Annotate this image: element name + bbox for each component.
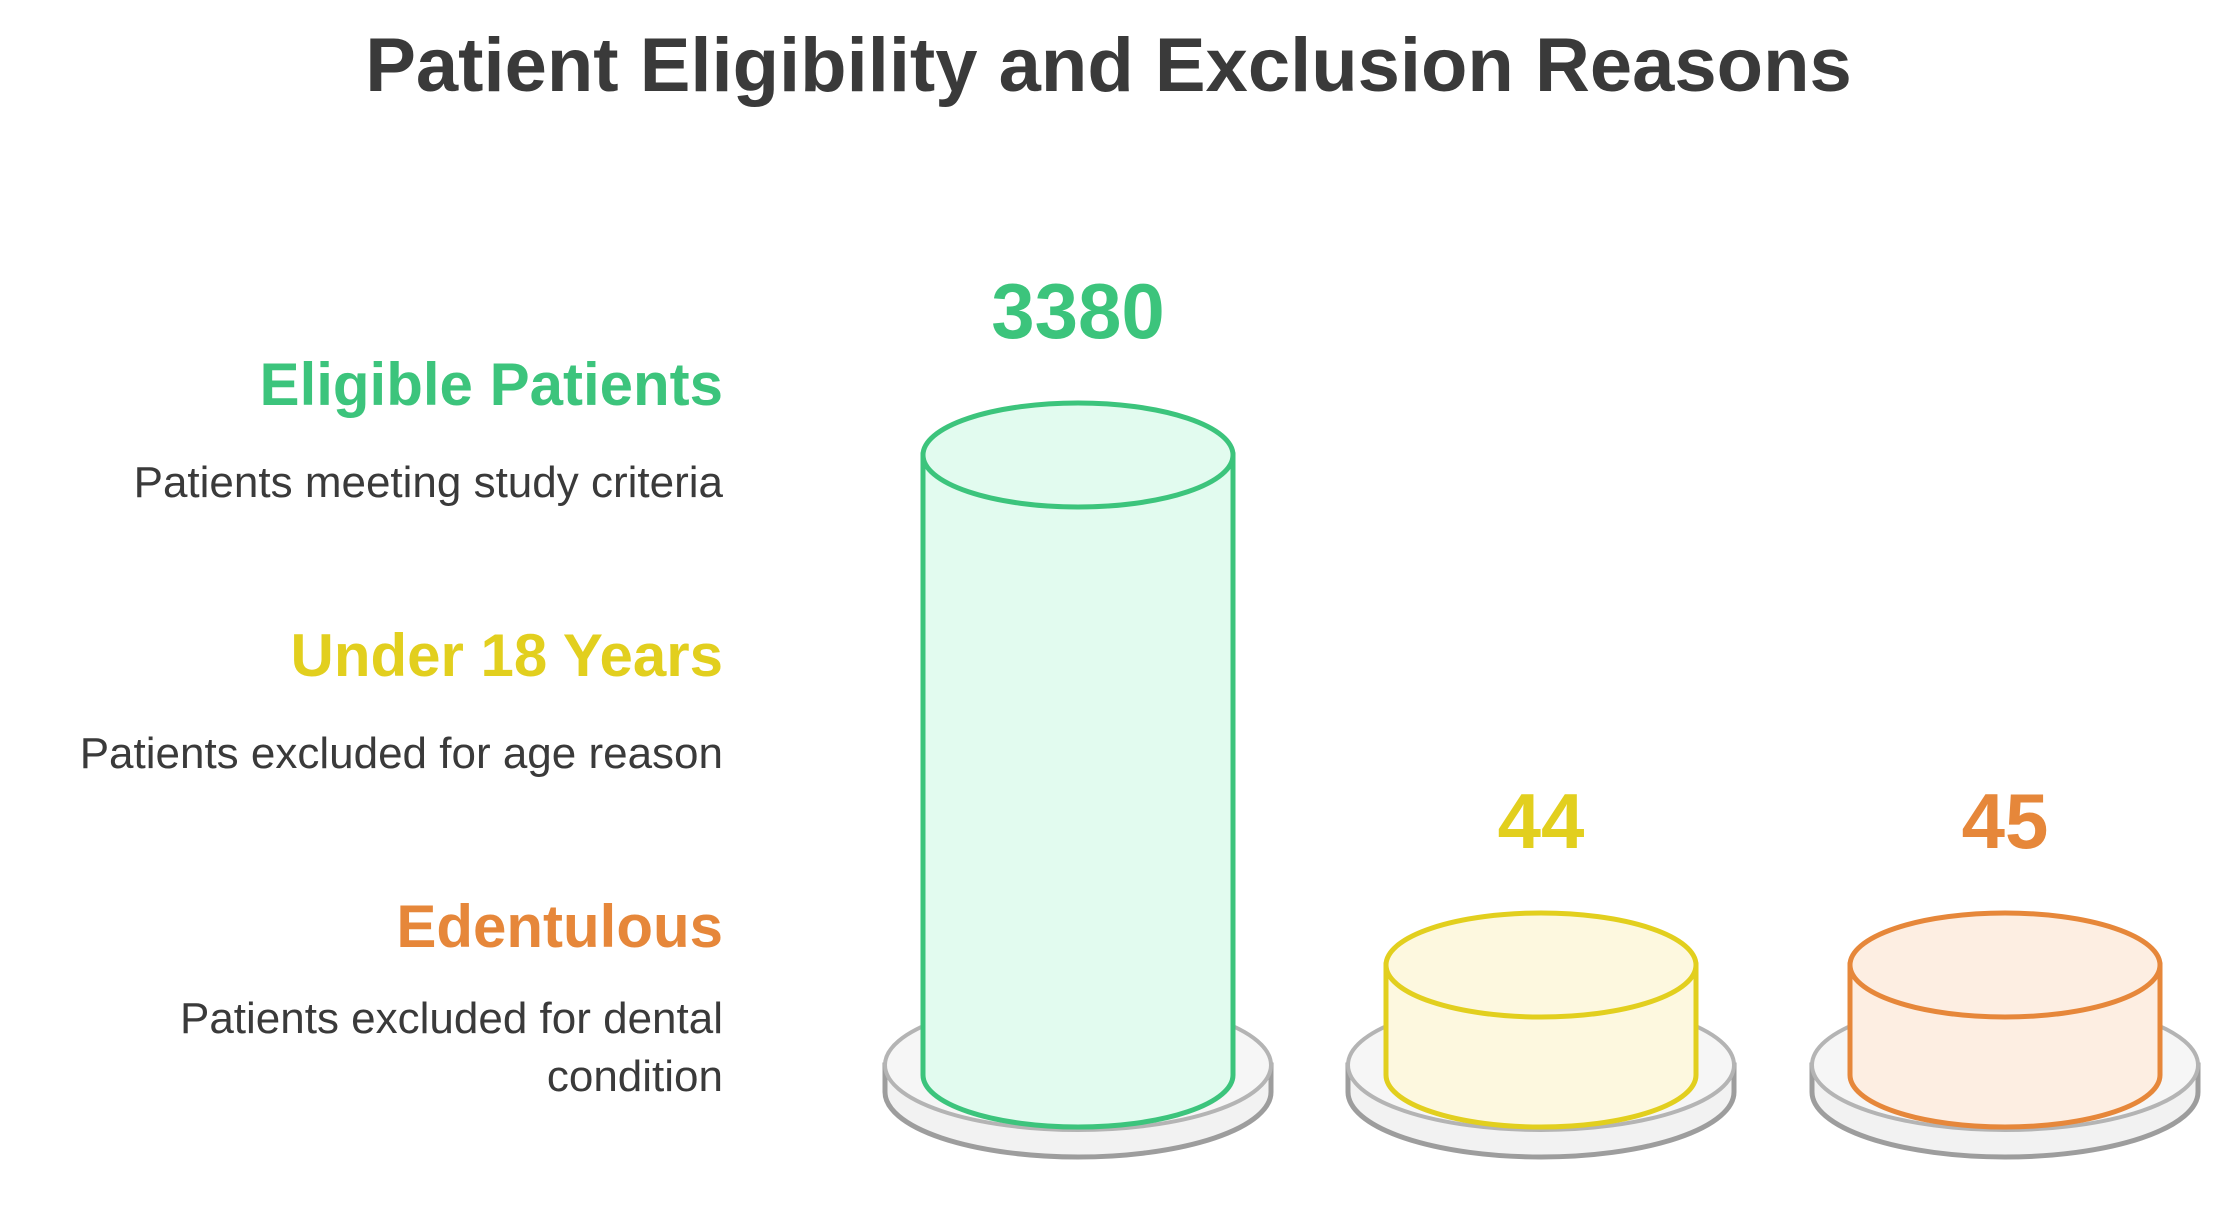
legend-label-edentulous: Edentulous [396,893,723,960]
legend-desc-under-18: Patients excluded for age reason [79,729,723,778]
chart-title: Patient Eligibility and Exclusion Reason… [365,23,1852,108]
bar-3 [1847,910,2163,1130]
bar-group-1: 3380 [882,267,1274,1160]
data-label-1: 3380 [991,267,1165,355]
data-label-2: 44 [1498,777,1585,865]
bar-body-1 [920,452,1236,1130]
data-label-3: 45 [1962,777,2049,865]
legend-label-under-18: Under 18 Years [290,622,723,689]
legend: Eligible Patients Patients meeting study… [3,350,723,512]
legend-label-eligible: Eligible Patients [259,351,723,418]
legend-under18: Under 18 Years Patients excluded for age… [3,621,723,783]
bar-top-2 [1383,910,1699,1020]
legend-edentulous: Edentulous Patients excluded for dental … [83,892,723,1106]
legend-desc-eligible: Patients meeting study criteria [133,458,723,507]
bar-1 [920,400,1236,1130]
bar-2 [1383,910,1699,1130]
bar-top-1 [920,400,1236,510]
bar-group-3: 45 [1809,777,2201,1160]
bar-group-2: 44 [1345,777,1737,1160]
legend-desc-edentulous: Patients excluded for dental condition [179,994,723,1101]
bar-top-3 [1847,910,2163,1020]
